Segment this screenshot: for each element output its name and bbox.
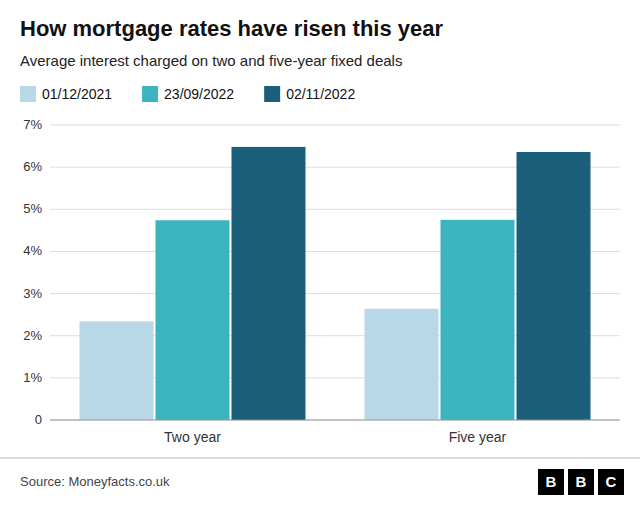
legend-label: 02/11/2022 bbox=[286, 86, 355, 102]
legend: 01/12/2021 23/09/2022 02/11/2022 bbox=[20, 86, 355, 102]
y-tick-label: 7% bbox=[23, 117, 42, 132]
bars bbox=[80, 147, 591, 420]
title: How mortgage rates have risen this year bbox=[20, 16, 443, 41]
logo-letter: B bbox=[576, 473, 587, 490]
y-axis: 0 1% 2% 3% 4% 5% 6% 7% bbox=[23, 117, 620, 427]
bar bbox=[80, 321, 154, 420]
y-tick-label: 5% bbox=[23, 201, 42, 216]
logo-letter: C bbox=[606, 473, 617, 490]
grid-line bbox=[50, 420, 620, 421]
bar bbox=[156, 220, 230, 420]
x-axis-line bbox=[50, 420, 620, 421]
legend-label: 01/12/2021 bbox=[42, 86, 112, 102]
x-tick-label: Two year bbox=[164, 429, 221, 445]
logo: BBC bbox=[538, 469, 624, 495]
grid-line bbox=[50, 125, 620, 126]
background bbox=[0, 0, 640, 509]
legend-swatch bbox=[264, 86, 280, 102]
logo-letter: B bbox=[546, 473, 557, 490]
y-tick-label: 0 bbox=[35, 412, 42, 427]
bar bbox=[441, 220, 515, 420]
subtitle: Average interest charged on two and five… bbox=[20, 52, 402, 69]
y-tick-label: 2% bbox=[23, 328, 42, 343]
legend-label: 23/09/2022 bbox=[164, 86, 234, 102]
y-tick-label: 6% bbox=[23, 159, 42, 174]
y-tick-label: 1% bbox=[23, 370, 42, 385]
y-tick-label: 3% bbox=[23, 286, 42, 301]
logo-box bbox=[568, 469, 594, 495]
x-tick-label: Five year bbox=[449, 429, 507, 445]
bar bbox=[232, 147, 306, 420]
source: Source: Moneyfacts.co.uk bbox=[20, 474, 170, 489]
legend-swatch bbox=[142, 86, 158, 102]
chart: How mortgage rates have risen this year A… bbox=[0, 0, 640, 509]
bar bbox=[365, 309, 439, 420]
logo-box bbox=[538, 469, 564, 495]
footer-separator bbox=[0, 458, 640, 459]
y-tick-label: 4% bbox=[23, 243, 42, 258]
logo-box bbox=[598, 469, 624, 495]
bar bbox=[517, 152, 591, 420]
legend-swatch bbox=[20, 86, 36, 102]
